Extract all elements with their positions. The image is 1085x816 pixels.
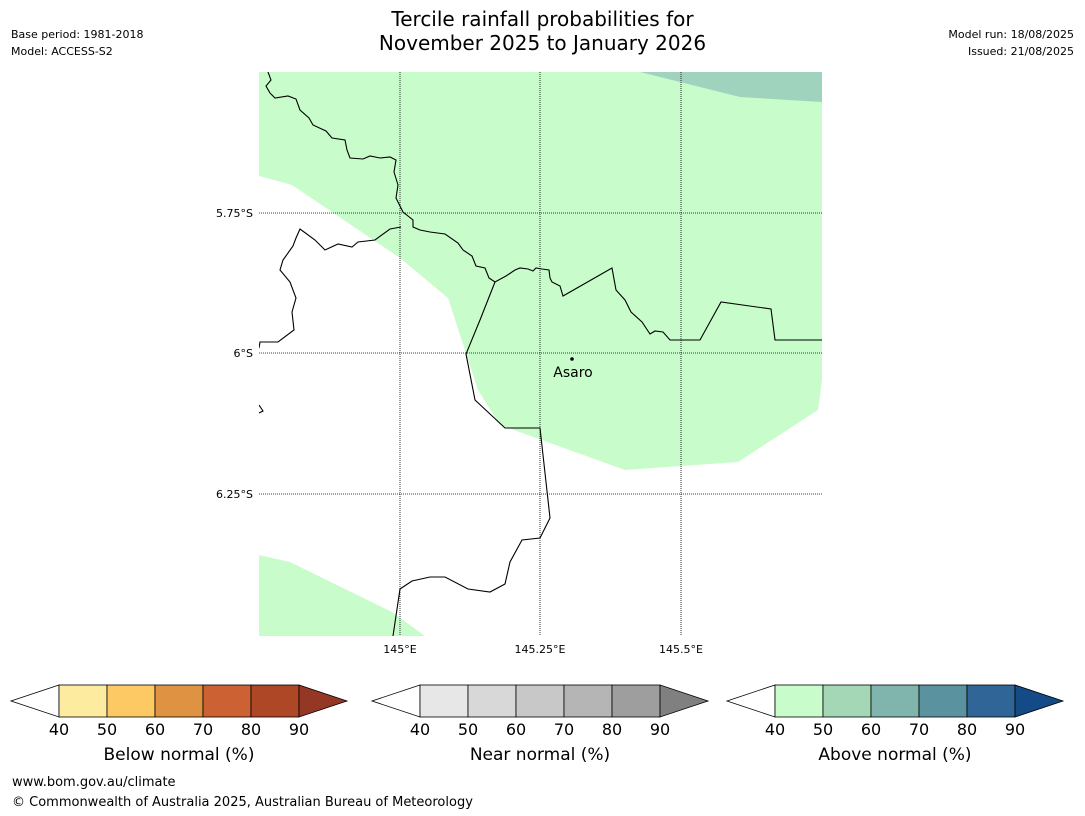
colorbar-0-tick-1: 50 (96, 720, 118, 739)
colorbar-2-over-triangle (1014, 684, 1065, 718)
boundary-north (265, 72, 822, 341)
map-svg: 5.75°S 6°S 6.25°S 145°E 145.25°E 145.5°E… (216, 72, 822, 656)
colorbar-2-tick-4: 80 (956, 720, 978, 739)
colorbar-1-bin-4 (611, 684, 661, 718)
colorbar-0-bin-0 (58, 684, 108, 718)
colorbar-2-tick-5: 90 (1004, 720, 1026, 739)
colorbar-2-bin-3 (918, 684, 968, 718)
colorbar-1-tick-5: 90 (649, 720, 671, 739)
base-period-text: Base period: 1981-2018 (11, 28, 144, 41)
header-left: Base period: 1981-2018 Model: ACCESS-S2 (11, 26, 143, 60)
colorbar-0-tick-3: 70 (192, 720, 214, 739)
lon-label-145.5: 145.5°E (659, 643, 703, 656)
above-normal-50-region-southwest (259, 555, 425, 636)
header-right: Model run: 18/08/2025 Issued: 21/08/2025 (948, 26, 1074, 60)
boundary-central (392, 281, 551, 636)
lon-label-145: 145°E (383, 643, 416, 656)
colorbar-1-tick-0: 40 (409, 720, 431, 739)
colorbar-2-label: Above normal (%) (818, 745, 972, 765)
colorbar-0-tick-0: 40 (48, 720, 70, 739)
map-area (259, 72, 822, 636)
colorbar-2-bin-4 (966, 684, 1016, 718)
colorbar-1-over-triangle (659, 684, 710, 718)
lat-label-5.75: 5.75°S (216, 207, 253, 220)
town-marker-asaro (570, 357, 574, 361)
issued-text: Issued: 21/08/2025 (967, 45, 1074, 58)
colorbar-1-bin-1 (467, 684, 517, 718)
footer-copyright: © Commonwealth of Australia 2025, Austra… (12, 795, 473, 810)
model-run-text: Model run: 18/08/2025 (948, 28, 1074, 41)
colorbar-0-bin-3 (202, 684, 252, 718)
boundary-west (259, 226, 402, 349)
title-line-1: Tercile rainfall probabilities for (391, 7, 694, 31)
colorbar-1-tick-3: 70 (553, 720, 575, 739)
map-title: Tercile rainfall probabilities for Novem… (0, 7, 1085, 55)
colorbar-0-tick-5: 90 (288, 720, 310, 739)
colorbar-0-bin-4 (250, 684, 300, 718)
colorbar-2-under-triangle (725, 684, 776, 718)
colorbar-0-over-triangle (298, 684, 349, 718)
model-text: Model: ACCESS-S2 (11, 45, 113, 58)
boundary-west-edge (259, 404, 264, 414)
colorbar-0-tick-4: 80 (240, 720, 262, 739)
footer-url[interactable]: www.bom.gov.au/climate (12, 775, 176, 790)
above-normal-60-region (640, 72, 822, 102)
lat-label-6.25: 6.25°S (216, 488, 253, 501)
colorbar-2-tick-1: 50 (812, 720, 834, 739)
colorbars (9, 684, 1065, 718)
colorbar-1-tick-4: 80 (601, 720, 623, 739)
colorbar-0-under-triangle (9, 684, 60, 718)
colorbar-2-bin-0 (774, 684, 824, 718)
colorbar-2-tick-0: 40 (764, 720, 786, 739)
title-line-2: November 2025 to January 2026 (378, 31, 707, 55)
colorbar-1-label: Near normal (%) (469, 745, 611, 765)
colorbar-2-bin-2 (870, 684, 920, 718)
lat-label-6: 6°S (234, 347, 253, 360)
lon-label-145.25: 145.25°E (515, 643, 566, 656)
colorbar-0-bin-2 (154, 684, 204, 718)
graticule (259, 72, 822, 636)
colorbar-1-tick-1: 50 (457, 720, 479, 739)
colorbar-0-bin-1 (106, 684, 156, 718)
colorbar-1-bin-3 (563, 684, 613, 718)
colorbar-1-under-triangle (370, 684, 421, 718)
colorbar-2-tick-3: 70 (908, 720, 930, 739)
colorbar-1-bin-2 (515, 684, 565, 718)
colorbar-1-bin-0 (419, 684, 469, 718)
colorbar-2-tick-2: 60 (860, 720, 882, 739)
colorbar-0-tick-2: 60 (144, 720, 166, 739)
colorbar-2-bin-1 (822, 684, 872, 718)
town-label-asaro: Asaro (553, 365, 592, 381)
province-boundaries (259, 72, 822, 636)
colorbar-1-tick-2: 60 (505, 720, 527, 739)
colorbar-0-label: Below normal (%) (103, 745, 255, 765)
